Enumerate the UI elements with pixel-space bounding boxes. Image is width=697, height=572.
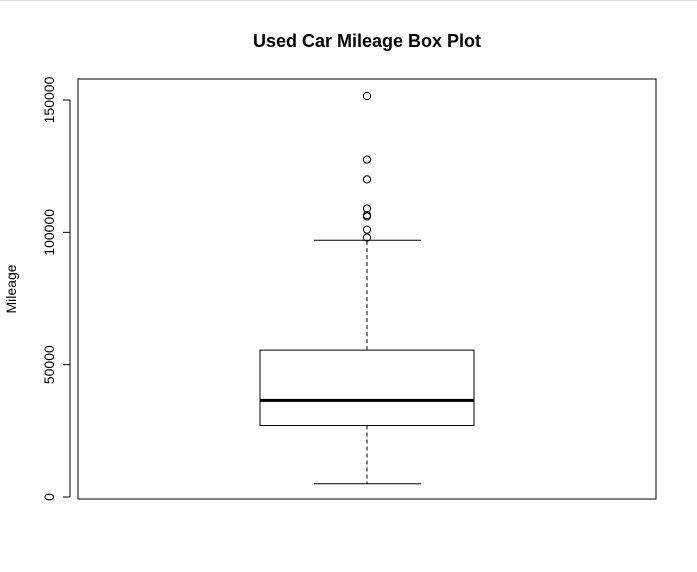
- top-border-line: [0, 0, 697, 1]
- y-tick-label: 100000: [41, 209, 57, 256]
- outlier-point: [362, 211, 372, 220]
- plot-layer: [259, 91, 475, 485]
- outlier-point: [362, 225, 372, 234]
- outlier-point: [362, 204, 372, 213]
- plot-frame: [77, 78, 657, 500]
- outlier-point: [362, 91, 372, 101]
- y-tick-label: 150000: [41, 76, 57, 123]
- y-tick-label: 0: [41, 493, 57, 501]
- y-tick-label: 50000: [41, 345, 57, 384]
- outlier-point: [362, 233, 372, 242]
- outlier-point: [362, 155, 372, 164]
- outlier-point: [362, 175, 372, 184]
- interquartile-box: [259, 349, 475, 427]
- y-axis: 0 50000 100000 150000: [41, 76, 71, 501]
- y-axis-label: Mileage: [3, 264, 19, 313]
- chart-title: Used Car Mileage Box Plot: [253, 31, 481, 51]
